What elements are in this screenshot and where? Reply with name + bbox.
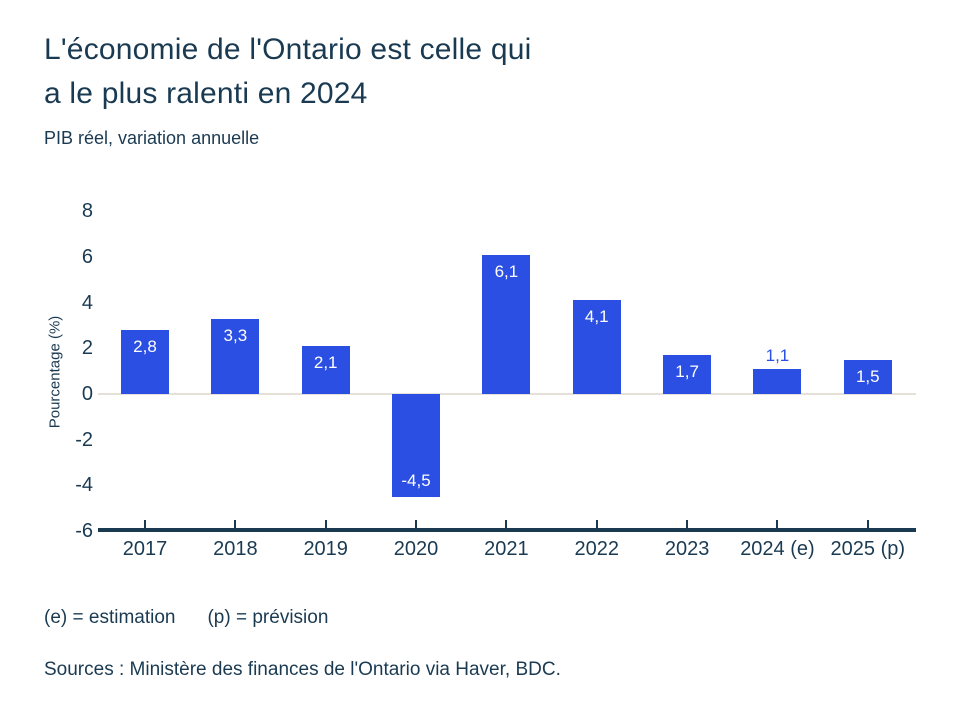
chart-title: L'économie de l'Ontario est celle qui a l… [44, 28, 531, 116]
x-axis-tick-2020 [415, 520, 418, 528]
x-tick-label-2018: 2018 [213, 538, 258, 560]
x-tick-label-2020: 2020 [393, 538, 439, 560]
bar-2018 [211, 319, 260, 394]
chart-title-line2: a le plus ralenti en 2024 [44, 77, 368, 110]
bar-2024 (e) [753, 369, 802, 394]
x-tick-label-2023: 2023 [664, 538, 710, 560]
y-tick-label--6: -6 [75, 520, 93, 543]
bar-2022 [572, 300, 621, 394]
y-axis-title: Pourcentage (%) [46, 315, 64, 429]
footnotes: (e) = estimation (p) = prévision [44, 605, 328, 630]
y-tick-label--2: -2 [75, 428, 93, 451]
x-tick-label-2019: 2019 [303, 538, 348, 560]
x-axis-tick-2019 [324, 520, 327, 528]
y-tick-label-8: 8 [81, 200, 93, 223]
chart-title-line1: L'économie de l'Ontario est celle qui [44, 33, 532, 66]
bar-value-label-2025 (p): 1,5 [855, 367, 880, 386]
x-axis-tick-2018 [234, 520, 237, 528]
bar-value-label-2018: 3,3 [223, 326, 248, 345]
bar-2025 (p) [843, 360, 892, 394]
sources-line: Sources : Ministère des finances de l'On… [44, 659, 561, 680]
bar-2023 [663, 355, 712, 394]
x-axis-tick-2025 (p) [866, 520, 869, 528]
bar-2021 [482, 255, 531, 394]
bar-value-label-2020: -4,5 [401, 471, 431, 490]
y-tick-label-2: 2 [81, 337, 93, 360]
x-axis-tick-2023 [686, 520, 689, 528]
x-tick-label-2017: 2017 [122, 538, 168, 560]
x-axis-tick-2024 (e) [776, 520, 779, 528]
y-tick-label-4: 4 [81, 291, 93, 314]
bar-value-label-2021: 6,1 [494, 262, 519, 281]
bar-2017 [121, 330, 169, 394]
bar-2019 [301, 346, 350, 394]
y-tick-label-6: 6 [81, 245, 93, 268]
x-axis-line [98, 528, 916, 532]
bar-value-label-2024 (e): 1,1 [765, 346, 790, 365]
footnote-prevision: (p) = prévision [207, 607, 329, 628]
bar-value-label-2023: 1,7 [675, 362, 699, 381]
x-axis-tick-2021 [505, 520, 508, 528]
bar-value-label-2022: 4,1 [584, 307, 609, 326]
bar-value-label-2017: 2,8 [133, 337, 157, 356]
x-tick-label-2022: 2022 [574, 538, 620, 560]
y-tick-label-0: 0 [81, 383, 93, 405]
x-tick-label-2021: 2021 [484, 538, 529, 560]
x-tick-label-2025 (p): 2025 (p) [830, 538, 906, 560]
bar-chart-plot-area: Pourcentage (%) 8 6 4 2 0 -2 -4 -6 2017 2,8 2018 3,… [0, 190, 960, 590]
bar-2020 [392, 394, 441, 497]
y-tick-label--4: -4 [75, 474, 93, 497]
x-axis-tick-2017 [144, 520, 146, 528]
x-tick-label-2024 (e): 2024 (e) [740, 538, 815, 560]
footnote-estimation: (e) = estimation [44, 607, 176, 628]
x-axis-tick-2022 [595, 520, 598, 528]
bar-value-label-2019: 2,1 [313, 353, 338, 372]
zero-gridline [98, 393, 916, 395]
chart-subtitle: PIB réel, variation annuelle [44, 128, 260, 148]
